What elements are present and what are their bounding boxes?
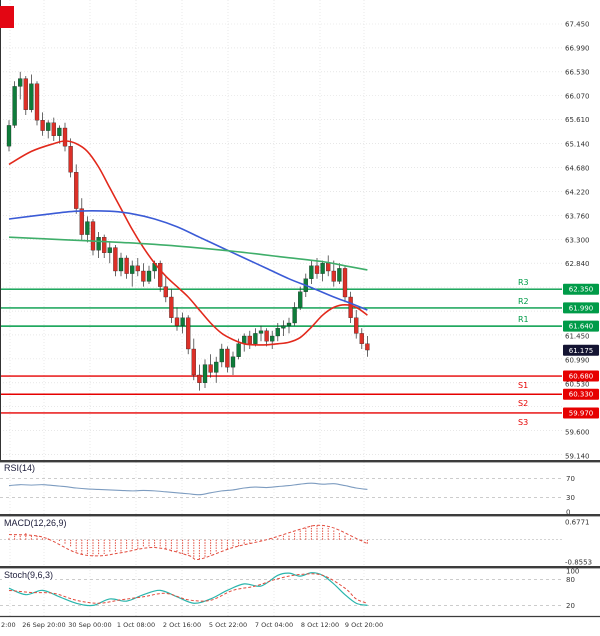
svg-text:59.970: 59.970 bbox=[569, 409, 594, 417]
stoch-panel-label: Stoch(9,6,3) bbox=[2, 570, 56, 580]
time-label: 8 Oct 12:00 bbox=[301, 621, 339, 629]
price-axis: 67.450 66.990 66.530 66.070 65.610 65.140 64.6… bbox=[563, 21, 599, 461]
gridlines bbox=[0, 0, 562, 616]
price-tick: 60.530 bbox=[565, 380, 590, 388]
price-tick: 64.220 bbox=[565, 188, 590, 196]
level-price-box bbox=[563, 302, 599, 314]
level-price-box bbox=[563, 283, 599, 295]
ma-slow-green bbox=[8, 236, 368, 271]
svg-text:0: 0 bbox=[566, 509, 570, 517]
time-label: 1 Oct 08:00 bbox=[117, 621, 155, 629]
price-tick: 63.760 bbox=[565, 212, 590, 220]
candles bbox=[6, 71, 370, 391]
macd-panel: 0.6771 -0.8553 bbox=[0, 519, 592, 567]
price-tick: 67.450 bbox=[565, 21, 590, 29]
support-label: S3 bbox=[518, 418, 528, 427]
price-tick: 65.140 bbox=[565, 141, 590, 149]
stoch-k-line bbox=[8, 572, 368, 607]
price-tick: 59.140 bbox=[565, 453, 590, 461]
time-label: 5 Oct 22:00 bbox=[209, 621, 247, 629]
x-axis-labels: 2:00 26 Sep 20:00 30 Sep 00:00 1 Oct 08:00 2… bbox=[1, 621, 383, 629]
time-label: 9 Oct 20:00 bbox=[345, 621, 383, 629]
svg-text:60.330: 60.330 bbox=[569, 391, 594, 399]
current-price-box bbox=[563, 344, 599, 356]
svg-text:30: 30 bbox=[566, 494, 575, 502]
price-tick: 62.840 bbox=[565, 260, 590, 268]
moving-averages bbox=[8, 140, 368, 346]
price-tick: 60.990 bbox=[565, 356, 590, 364]
level-price-box bbox=[563, 388, 599, 400]
red-corner-marker bbox=[0, 6, 14, 28]
svg-text:-0.8553: -0.8553 bbox=[565, 559, 592, 567]
macd-signal-line bbox=[8, 524, 368, 561]
svg-text:100: 100 bbox=[566, 568, 579, 576]
level-price-box bbox=[563, 407, 599, 419]
time-label: 7 Oct 04:00 bbox=[255, 621, 293, 629]
rsi-panel: 70 30 0 bbox=[0, 475, 575, 517]
panel-separators bbox=[0, 460, 600, 618]
level-price-box bbox=[563, 320, 599, 332]
time-label: 30 Sep 00:00 bbox=[68, 621, 111, 629]
stoch-d-line bbox=[8, 573, 368, 604]
level-price-box bbox=[563, 370, 599, 382]
price-tick: 66.530 bbox=[565, 68, 590, 76]
time-label: 2 Oct 16:00 bbox=[163, 621, 201, 629]
price-tick: 59.600 bbox=[565, 429, 590, 437]
svg-text:61.175: 61.175 bbox=[569, 347, 594, 355]
svg-text:0.6771: 0.6771 bbox=[565, 519, 590, 527]
time-label: 2:00 bbox=[1, 621, 16, 629]
svg-text:70: 70 bbox=[566, 475, 575, 483]
price-tick: 63.300 bbox=[565, 236, 590, 244]
resistance-label: R3 bbox=[518, 278, 529, 287]
price-tick: 65.610 bbox=[565, 116, 590, 124]
time-label: 26 Sep 20:00 bbox=[22, 621, 65, 629]
price-tick: 64.680 bbox=[565, 165, 590, 173]
price-tick: 66.990 bbox=[565, 44, 590, 52]
resistance-label: R2 bbox=[518, 297, 529, 306]
svg-text:62.350: 62.350 bbox=[569, 286, 594, 294]
support-label: S2 bbox=[518, 399, 528, 408]
ma-fast-red bbox=[8, 140, 368, 346]
price-tick: 61.450 bbox=[565, 333, 590, 341]
resistance-label: R1 bbox=[518, 315, 529, 324]
support-label: S1 bbox=[518, 381, 528, 390]
svg-text:60.680: 60.680 bbox=[569, 373, 594, 381]
support-resistance-lines: R3 R2 R1 S1 S2 S3 bbox=[0, 278, 562, 427]
rsi-line bbox=[8, 482, 368, 496]
svg-text:20: 20 bbox=[566, 602, 575, 610]
macd-panel-label: MACD(12,26,9) bbox=[2, 518, 69, 528]
svg-text:61.640: 61.640 bbox=[569, 323, 594, 331]
svg-text:80: 80 bbox=[566, 576, 575, 584]
ma-mid-blue bbox=[8, 210, 368, 311]
rsi-panel-label: RSI(14) bbox=[2, 463, 38, 473]
price-tick: 66.070 bbox=[565, 92, 590, 100]
svg-text:61.990: 61.990 bbox=[569, 304, 594, 312]
